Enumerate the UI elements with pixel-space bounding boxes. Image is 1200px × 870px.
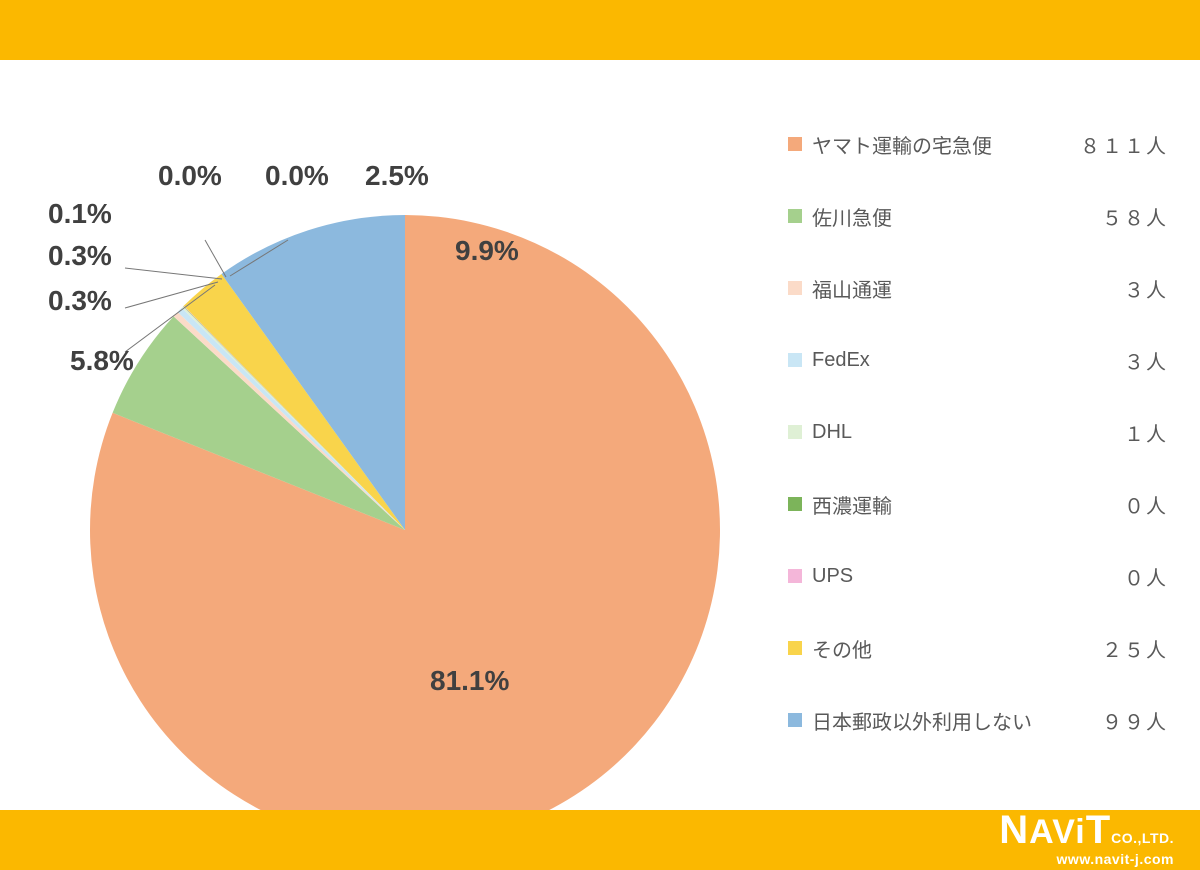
pct-label-seino: 0.0%	[158, 160, 222, 192]
legend-swatch-dhl	[788, 425, 802, 439]
legend-swatch-seino	[788, 497, 802, 511]
pie-svg	[40, 130, 740, 830]
legend-label-jp_only: 日本郵政以外利用しない	[812, 706, 1078, 735]
legend-swatch-sagawa	[788, 209, 802, 223]
legend-label-sagawa: 佐川急便	[812, 202, 1078, 231]
legend-row-other: その他２５人	[788, 636, 1168, 660]
pct-label-dhl: 0.1%	[48, 198, 112, 230]
legend-label-dhl: DHL	[812, 421, 1078, 444]
pct-label-yamato: 81.1%	[430, 665, 509, 697]
legend-count-jp_only: ９９人	[1078, 706, 1168, 735]
legend-row-dhl: DHL１人	[788, 420, 1168, 444]
legend-row-jp_only: 日本郵政以外利用しない９９人	[788, 708, 1168, 732]
pct-label-sagawa: 5.8%	[70, 345, 134, 377]
pct-label-jp_only: 9.9%	[455, 235, 519, 267]
leader-line-seino	[205, 240, 226, 277]
leader-line-dhl	[125, 268, 222, 279]
legend-count-other: ２５人	[1078, 634, 1168, 663]
legend-count-fedex: ３人	[1078, 346, 1168, 375]
logo-text-n: N	[999, 808, 1029, 852]
legend-row-ups: UPS０人	[788, 564, 1168, 588]
legend-label-fukuyama: 福山通運	[812, 274, 1078, 303]
pct-label-other: 2.5%	[365, 160, 429, 192]
legend-label-other: その他	[812, 634, 1078, 663]
pct-label-ups: 0.0%	[265, 160, 329, 192]
legend-count-fukuyama: ３人	[1078, 274, 1168, 303]
legend-swatch-jp_only	[788, 713, 802, 727]
legend-row-seino: 西濃運輸０人	[788, 492, 1168, 516]
legend-label-fedex: FedEx	[812, 349, 1078, 372]
legend-row-sagawa: 佐川急便５８人	[788, 204, 1168, 228]
pct-label-fedex: 0.3%	[48, 240, 112, 272]
legend-count-dhl: １人	[1078, 418, 1168, 447]
legend-swatch-other	[788, 641, 802, 655]
logo-text-t: T	[1086, 808, 1111, 852]
navit-logo: NAViTCO.,LTD. www.navit-j.com	[999, 810, 1174, 866]
pie-chart: 81.1% 5.8% 0.3% 0.3% 0.1% 0.0% 0.0% 2.5% 9.9%	[40, 70, 740, 820]
legend-swatch-fedex	[788, 353, 802, 367]
logo-text-suffix: CO.,LTD.	[1111, 830, 1174, 846]
legend-swatch-ups	[788, 569, 802, 583]
logo-url: www.navit-j.com	[999, 852, 1174, 866]
pct-label-fukuyama: 0.3%	[48, 285, 112, 317]
legend: ヤマト運輸の宅急便８１１人佐川急便５８人福山通運３人FedEx３人DHL１人西濃…	[788, 132, 1168, 780]
legend-label-seino: 西濃運輸	[812, 490, 1078, 519]
legend-row-yamato: ヤマト運輸の宅急便８１１人	[788, 132, 1168, 156]
header-bar	[0, 0, 1200, 60]
legend-count-ups: ０人	[1078, 562, 1168, 591]
logo-text-av: AV	[1029, 813, 1075, 851]
legend-count-seino: ０人	[1078, 490, 1168, 519]
footer-bar: NAViTCO.,LTD. www.navit-j.com	[0, 810, 1200, 870]
logo-text-i: i	[1075, 813, 1085, 851]
legend-row-fukuyama: 福山通運３人	[788, 276, 1168, 300]
legend-swatch-yamato	[788, 137, 802, 151]
legend-count-yamato: ８１１人	[1078, 130, 1168, 159]
legend-label-ups: UPS	[812, 565, 1078, 588]
legend-count-sagawa: ５８人	[1078, 202, 1168, 231]
legend-label-yamato: ヤマト運輸の宅急便	[812, 130, 1078, 159]
legend-row-fedex: FedEx３人	[788, 348, 1168, 372]
legend-swatch-fukuyama	[788, 281, 802, 295]
